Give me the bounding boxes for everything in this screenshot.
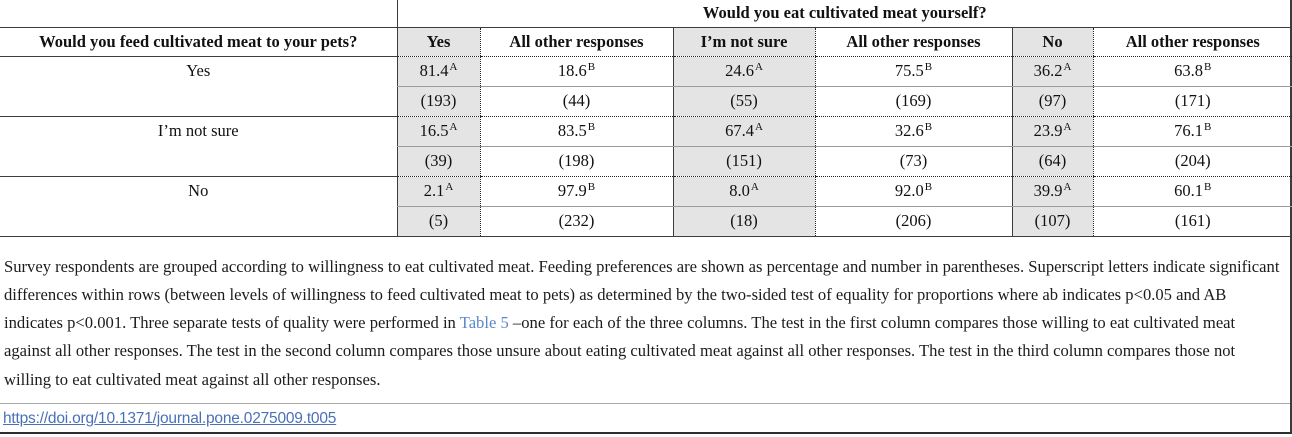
spanning-header: Would you eat cultivated meat yourself? [396,0,1292,28]
cell-n: (193) [396,86,480,117]
cell-n: (18) [672,206,815,237]
row-label-no: No [0,176,397,237]
spanning-header-row: Would you eat cultivated meat yourself? [0,0,1292,28]
cell-pct: 81.4A [396,56,480,87]
col-header-other-3: All other responses [1092,27,1292,57]
cell-pct: 32.6B [814,116,1012,147]
cell-n: (206) [814,206,1012,237]
cell-pct: 97.9B [479,176,673,207]
superscript: A [754,120,763,133]
row-label-not-sure: I’m not sure [0,116,397,177]
cell-pct: 18.6B [479,56,673,87]
table-caption: Survey respondents are grouped according… [4,253,1282,394]
row-question-header: Would you feed cultivated meat to your p… [0,27,397,57]
row-label-yes: Yes [0,56,397,117]
count-row-no: (5) (232) (18) (206) (107) (161) [0,206,1292,237]
cell-pct: 75.5B [814,56,1012,87]
cell-n: (5) [396,206,480,237]
cell-pct: 16.5A [396,116,480,147]
cell-n: (171) [1092,86,1292,117]
superscript: B [587,60,596,73]
cell-n: (64) [1011,146,1093,177]
cell-n: (73) [814,146,1012,177]
pct-row-no: No 2.1A 97.9B 8.0A 92.0B 39.9A 60.1B [0,176,1292,237]
superscript: A [1063,120,1072,133]
cell-n: (55) [672,86,815,117]
caption-text-after: –one for each of the three columns. The … [4,313,1236,389]
cell-pct: 63.8B [1092,56,1292,87]
cell-n: (151) [672,146,815,177]
results-table: Would you eat cultivated meat yourself? … [0,0,1292,237]
superscript: A [1063,60,1072,73]
corner-cell [0,0,397,28]
superscript: B [1204,180,1212,193]
superscript: A [754,60,763,73]
col-header-yes: Yes [396,27,480,57]
cell-pct: 23.9A [1011,116,1093,147]
caption-divider [0,402,1290,404]
doi-link[interactable]: https://doi.org/10.1371/journal.pone.027… [3,409,337,427]
superscript: A [449,120,458,133]
cell-n: (169) [814,86,1012,117]
superscript: B [924,180,933,193]
cell-n: (97) [1011,86,1093,117]
cell-n: (161) [1092,206,1292,237]
cell-pct: 83.5B [479,116,673,147]
pct-row-yes: Yes 81.4A 18.6B 24.6A 75.5B 36.2A 63.8B [0,56,1292,117]
cell-pct: 39.9A [1011,176,1093,207]
superscript: B [1204,60,1212,73]
superscript: A [750,180,759,193]
cell-pct: 2.1A [396,176,480,207]
superscript: A [449,60,458,73]
count-row-not-sure: (39) (198) (151) (73) (64) (204) [0,146,1292,177]
col-header-no: No [1011,27,1093,57]
cell-pct: 76.1B [1092,116,1292,147]
superscript: B [587,180,596,193]
cell-pct: 36.2A [1011,56,1093,87]
col-header-other-1: All other responses [479,27,673,57]
cell-pct: 24.6A [672,56,815,87]
cell-n: (107) [1011,206,1093,237]
cell-n: (44) [479,86,673,117]
superscript: B [924,120,933,133]
superscript: A [445,180,454,193]
pct-row-not-sure: I’m not sure 16.5A 83.5B 67.4A 32.6B 23.… [0,116,1292,177]
cell-n: (232) [479,206,673,237]
cell-pct: 60.1B [1092,176,1292,207]
col-header-other-2: All other responses [814,27,1012,57]
cell-pct: 92.0B [814,176,1012,207]
cell-pct: 67.4A [672,116,815,147]
superscript: B [924,60,933,73]
caption-text-before: Survey respondents are grouped according… [4,256,1280,333]
count-row-yes: (193) (44) (55) (169) (97) (171) [0,86,1292,117]
superscript: A [1063,180,1072,193]
superscript: B [587,120,596,133]
cell-pct: 8.0A [672,176,815,207]
superscript: B [1204,120,1212,133]
col-header-not-sure: I’m not sure [672,27,815,57]
column-header-row: Would you feed cultivated meat to your p… [0,27,1292,57]
cell-n: (204) [1092,146,1292,177]
cell-n: (198) [479,146,673,177]
table-5-link[interactable]: Table 5 [459,313,509,333]
cell-n: (39) [396,146,480,177]
